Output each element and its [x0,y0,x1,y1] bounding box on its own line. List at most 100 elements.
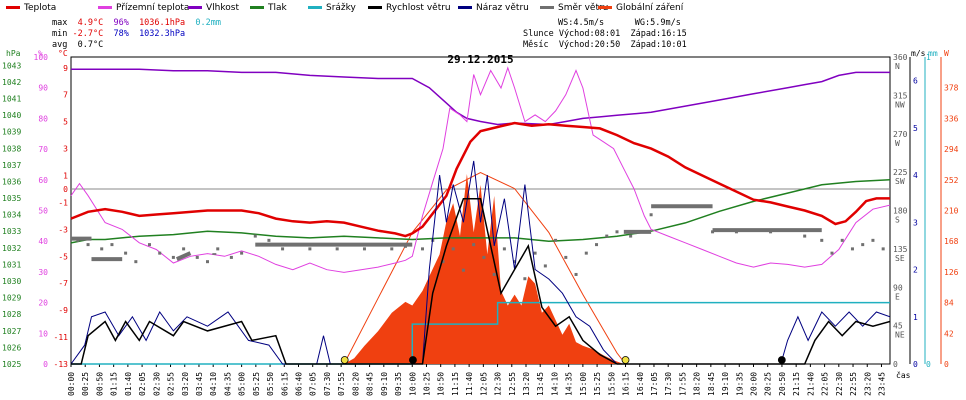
legend-label: Směr větru [558,3,609,13]
tick-pressure: 1041 [2,94,21,103]
stats-ws: WS:4.5m/s [558,18,605,28]
tick-wind-compass: W [895,139,900,148]
tick-temperature: -5 [58,252,68,261]
stats-max-temp: 4.9°C [77,18,104,28]
wind-dir-point [441,260,445,264]
wind-dir-point [240,251,244,255]
axis-label-humidity: % [38,49,43,58]
x-tick-label: 09:10 [380,372,389,396]
x-tick-label: 00:25 [81,372,90,396]
tick-pressure: 1027 [2,327,21,336]
tick-radiation: 84 [944,299,954,308]
tick-pressure: 1026 [2,343,21,352]
tick-radiation: 126 [944,268,959,277]
tick-temperature: 9 [63,64,68,73]
wind-dir-point [803,234,807,238]
x-tick-label: 17:55 [678,372,687,396]
legend-item: Vlhkost [188,3,239,13]
tick-wind-dir: 45 [893,322,903,331]
x-tick-label: 05:50 [266,372,275,396]
legend-item: Směr větru [540,3,608,13]
legend-swatch [188,6,202,9]
legend-swatch [308,6,322,9]
tick-wind-compass: E [895,292,900,301]
tick-pressure: 1037 [2,161,21,170]
wind-dir-point [595,243,599,247]
stats-avg-label: avg [52,40,68,50]
tick-humidity: 20 [38,299,48,308]
x-tick-label: 04:10 [209,372,218,396]
tick-humidity: 40 [38,237,48,246]
tick-pressure: 1031 [2,260,21,269]
tick-pressure: 1038 [2,144,21,153]
moon-info: Měsíc Východ:20:50 Západ:10:01 [523,40,687,50]
x-tick-label: 01:15 [110,372,119,396]
x-tick-label: 11:15 [451,372,460,396]
x-tick-label: 08:45 [366,372,375,396]
x-tick-label: 06:15 [280,372,289,396]
tick-wind-compass: NE [895,331,905,340]
stats-max-hum: 96% [113,18,129,28]
wind-dir-point [881,247,885,251]
wind-dir-point [206,260,209,264]
wind-dir-point [451,247,455,251]
tick-humidity: 50 [38,207,48,216]
marker-sunrise [340,356,349,364]
wind-dir-point [420,247,424,251]
marker-sunset [621,356,630,364]
x-tick-label: 00:50 [95,372,104,396]
legend-label: Tlak [268,3,287,13]
tick-pressure: 1042 [2,78,21,87]
tick-humidity: 80 [38,114,48,123]
tick-pressure: 1035 [2,194,21,203]
wind-dir-point [574,272,578,276]
x-tick-label: 12:05 [479,372,488,396]
x-tick-label: 13:20 [522,372,531,396]
x-tick-label: 16:15 [622,372,631,396]
series-humidity [71,68,890,126]
tick-radiation: 378 [944,84,959,93]
legend-item: Globální záření [598,3,683,13]
wind-dir-point [281,247,285,251]
tick-temperature: 0 [63,185,68,194]
tick-humidity: 10 [38,329,48,338]
x-tick-label: 22:05 [821,372,830,396]
x-tick-label: 15:50 [607,372,616,396]
legend-item: Rychlost větru [368,3,451,13]
legend-label: Rychlost větru [386,3,451,13]
wind-dir-point [605,234,609,238]
tick-wind-speed: 5 [913,124,918,133]
wind-dir-point [86,243,90,247]
legend: Teplota Přízemní teplota Vlhkost Tlak Srážky… [0,0,966,16]
tick-humidity: 0 [43,360,48,369]
tick-pressure: 1029 [2,294,21,303]
tick-radiation: 252 [944,176,959,185]
tick-rain: 1 [926,53,931,62]
legend-swatch [540,6,554,9]
x-tick-label: 06:40 [295,372,304,396]
series-gust [70,160,891,365]
wind-dir-point [649,213,653,217]
x-tick-label: 23:45 [877,372,886,396]
wind-dir-point [182,247,186,251]
wind-dir-point [830,251,834,255]
wind-dir-point [543,264,547,268]
legend-item: Tlak [250,3,287,13]
wind-dir-point [362,247,366,251]
tick-temperature: 3 [63,145,68,154]
legend-swatch [368,6,382,9]
x-tick-label: 07:05 [309,372,318,396]
tick-temperature: -13 [54,360,69,369]
wind-dir-point [554,238,558,242]
axis-label-temperature: °C [58,49,68,58]
wind-dir-point [461,268,465,272]
legend-label: Náraz větru [476,3,529,13]
x-tick-label: 14:35 [565,372,574,396]
tick-wind-dir: 135 [893,245,908,254]
axis-label-pressure: hPa [6,49,21,58]
x-tick-label: 16:40 [636,372,645,396]
x-tick-label: 21:40 [806,372,815,396]
x-tick-label: 07:30 [323,372,332,396]
x-tick-label: 05:00 [238,372,247,396]
